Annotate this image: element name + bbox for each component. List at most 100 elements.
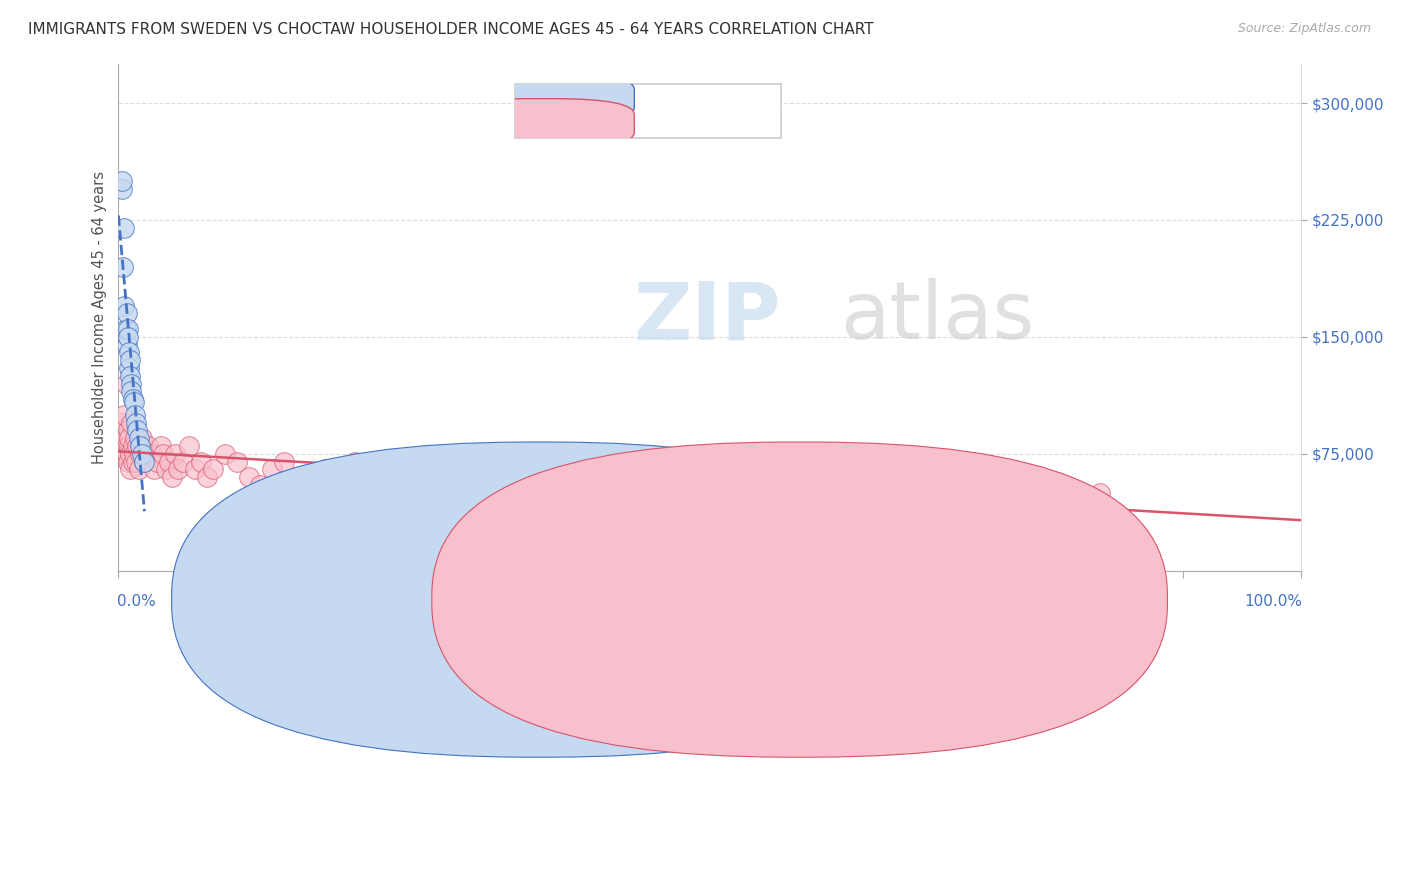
Text: Source: ZipAtlas.com: Source: ZipAtlas.com — [1237, 22, 1371, 36]
Point — [112, 408, 135, 422]
Text: IMMIGRANTS FROM SWEDEN VS CHOCTAW HOUSEHOLDER INCOME AGES 45 - 64 YEARS CORRELAT: IMMIGRANTS FROM SWEDEN VS CHOCTAW HOUSEH… — [28, 22, 873, 37]
Point — [117, 322, 139, 336]
Point — [110, 424, 132, 438]
Point — [409, 478, 432, 492]
Point — [120, 368, 142, 383]
Point — [108, 439, 131, 453]
Point — [112, 220, 135, 235]
Point — [184, 462, 207, 476]
Point — [112, 447, 135, 461]
Point — [118, 439, 141, 453]
Point — [115, 439, 138, 453]
Point — [1088, 485, 1111, 500]
Point — [111, 174, 134, 188]
Point — [249, 478, 271, 492]
Point — [115, 337, 138, 351]
Point — [474, 478, 496, 492]
Point — [112, 439, 135, 453]
Point — [111, 416, 134, 430]
Y-axis label: Householder Income Ages 45 - 64 years: Householder Income Ages 45 - 64 years — [93, 171, 107, 464]
Point — [111, 431, 134, 445]
Point — [122, 395, 145, 409]
Point — [112, 424, 135, 438]
Point — [131, 447, 153, 461]
Point — [134, 454, 156, 468]
Point — [699, 485, 721, 500]
Point — [128, 431, 150, 445]
Point — [817, 478, 839, 492]
Point — [160, 470, 183, 484]
Point — [225, 454, 247, 468]
Point — [128, 447, 150, 461]
Point — [111, 182, 134, 196]
Text: Immigrants from Sweden: Immigrants from Sweden — [562, 592, 748, 607]
Point — [115, 306, 138, 320]
Text: 100.0%: 100.0% — [1244, 593, 1302, 608]
Text: 0.0%: 0.0% — [117, 593, 156, 608]
Point — [114, 431, 136, 445]
Point — [125, 454, 148, 468]
Point — [165, 447, 187, 461]
Point — [131, 431, 153, 445]
Text: atlas: atlas — [839, 278, 1035, 357]
Point — [146, 454, 169, 468]
Point — [640, 462, 662, 476]
Point — [121, 454, 143, 468]
Point — [141, 447, 163, 461]
Point — [117, 424, 139, 438]
Point — [179, 439, 201, 453]
Point — [120, 384, 142, 399]
Point — [214, 447, 236, 461]
Point — [118, 361, 141, 376]
Point — [120, 447, 142, 461]
Point — [173, 454, 195, 468]
Point — [238, 470, 260, 484]
Point — [314, 462, 336, 476]
Point — [302, 478, 325, 492]
Point — [110, 447, 132, 461]
Point — [450, 462, 472, 476]
Point — [142, 462, 165, 476]
Point — [152, 447, 174, 461]
Point — [117, 454, 139, 468]
Point — [544, 470, 567, 484]
Point — [155, 462, 177, 476]
Point — [112, 260, 135, 274]
Point — [157, 454, 180, 468]
Point — [120, 353, 142, 368]
Point — [118, 345, 141, 359]
Point — [124, 408, 146, 422]
Point — [128, 439, 150, 453]
Point — [581, 478, 603, 492]
Point — [391, 462, 413, 476]
Point — [125, 416, 148, 430]
Point — [114, 376, 136, 391]
Point — [262, 462, 284, 476]
Point — [115, 447, 138, 461]
Point — [150, 439, 173, 453]
Point — [136, 439, 159, 453]
Point — [121, 439, 143, 453]
Point — [121, 392, 143, 407]
Point — [120, 376, 142, 391]
Point — [326, 470, 349, 484]
Point — [124, 431, 146, 445]
Text: ZIP: ZIP — [633, 278, 780, 357]
Point — [120, 416, 142, 430]
Point — [166, 462, 188, 476]
Point — [356, 478, 378, 492]
FancyBboxPatch shape — [172, 442, 907, 757]
Point — [273, 454, 295, 468]
Point — [994, 462, 1017, 476]
Point — [127, 439, 149, 453]
Point — [112, 299, 135, 313]
FancyBboxPatch shape — [432, 442, 1167, 757]
Point — [373, 470, 395, 484]
Point — [202, 462, 225, 476]
Point — [426, 470, 449, 484]
Point — [118, 431, 141, 445]
Point — [114, 322, 136, 336]
Point — [190, 454, 212, 468]
Point — [122, 447, 145, 461]
Point — [127, 424, 149, 438]
